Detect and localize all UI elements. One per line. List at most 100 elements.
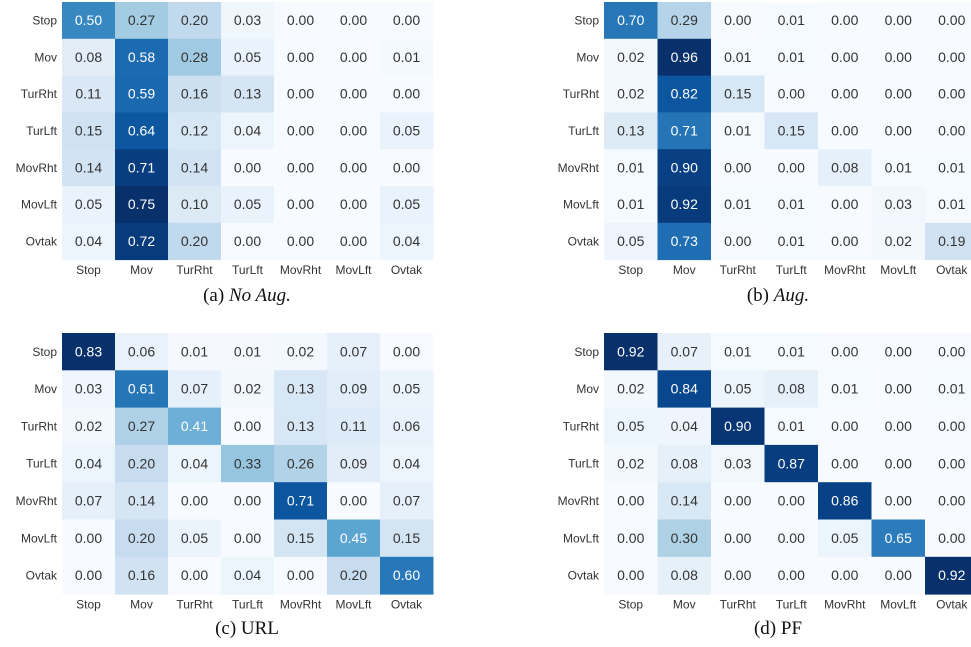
cell-value-label: 0.00	[831, 418, 858, 434]
heatmap-cell	[115, 482, 169, 520]
cell-value-label: 0.00	[287, 86, 314, 102]
heatmap-cell	[925, 75, 971, 113]
cell-value-label: 0.01	[778, 49, 805, 65]
cell-value-label: 0.07	[671, 343, 698, 359]
heatmap-cell	[711, 519, 765, 558]
heatmap-cell	[380, 407, 434, 446]
heatmap-cell	[818, 2, 872, 40]
heatmap-cell	[380, 333, 434, 371]
heatmap-cell	[274, 222, 328, 261]
heatmap-cell	[925, 556, 971, 595]
cell-value-label: 0.05	[181, 530, 208, 546]
y-tick-label: MovRht	[16, 161, 58, 175]
heatmap-cell	[711, 407, 765, 446]
cell-value-label: 0.58	[128, 49, 155, 65]
heatmap-cell	[871, 407, 926, 446]
heatmap-cell	[168, 556, 222, 595]
cell-value-label: 0.00	[340, 233, 367, 249]
heatmap-cell	[818, 407, 872, 446]
y-tick-label: Mov	[34, 50, 57, 64]
y-tick-label: TurRht	[21, 419, 58, 433]
y-tick-label: MovLft	[563, 531, 600, 545]
cell-value-label: 0.00	[340, 493, 367, 509]
x-tick-label: MovRht	[824, 263, 866, 277]
heatmap-cell	[168, 38, 222, 77]
heatmap-cell	[711, 370, 765, 409]
cell-value-label: 0.00	[393, 159, 420, 175]
y-tick-label: TurLft	[26, 124, 58, 138]
cell-value-label: 0.02	[617, 381, 644, 397]
cell-value-label: 0.08	[75, 49, 102, 65]
y-tick-label: TurLft	[26, 457, 58, 471]
cell-value-label: 0.00	[724, 12, 751, 28]
x-tick-label: Ovtak	[936, 263, 968, 277]
heatmap-cell	[871, 519, 926, 558]
heatmap-cell	[380, 186, 434, 224]
y-tick-label: MovRht	[558, 161, 600, 175]
heatmap-cell	[327, 75, 381, 113]
heatmap-cell	[764, 2, 819, 40]
heatmap-cell	[871, 482, 926, 520]
heatmap-cell	[221, 444, 275, 483]
x-tick-label: Stop	[618, 263, 643, 277]
cell-value-label: 0.00	[287, 49, 314, 65]
cell-value-label: 0.05	[617, 233, 644, 249]
cell-value-label: 0.04	[75, 455, 102, 471]
x-tick-label: TurRht	[720, 263, 757, 277]
cell-value-label: 0.86	[831, 493, 858, 509]
heatmap-cell	[168, 407, 222, 446]
heatmap-panel: 0.50 0.27 0.20 0.03 0.00 0.00 0.00 0.08 0.58 0.28…	[16, 2, 434, 306]
heatmap-cell	[818, 222, 872, 261]
heatmap-cell	[871, 556, 926, 595]
cell-value-label: 0.00	[885, 381, 912, 397]
heatmap-cell	[221, 112, 275, 150]
heatmap-cell	[327, 38, 381, 77]
cell-value-label: 0.04	[181, 455, 208, 471]
heatmap-cell	[871, 370, 926, 409]
heatmap-cell	[604, 112, 658, 150]
cell-value-label: 0.00	[724, 493, 751, 509]
heatmap-cell	[604, 186, 658, 224]
cell-value-label: 0.00	[831, 49, 858, 65]
heatmap-cell	[818, 556, 872, 595]
cell-value-label: 0.02	[617, 86, 644, 102]
heatmap-cell	[62, 519, 116, 558]
heatmap-cell	[274, 333, 328, 371]
heatmap-cell	[62, 2, 116, 40]
cell-value-label: 0.11	[75, 86, 101, 102]
heatmap-cell	[221, 2, 275, 40]
cell-value-label: 0.07	[340, 343, 367, 359]
panel-caption: (d) PF	[754, 618, 802, 639]
cell-value-label: 0.05	[724, 381, 751, 397]
cell-value-label: 0.00	[287, 567, 314, 583]
caption-text: No Aug.	[228, 285, 291, 306]
heatmap-cell	[221, 482, 275, 520]
cell-value-label: 0.00	[938, 123, 965, 139]
heatmap-cell	[925, 333, 971, 371]
cell-value-label: 0.00	[234, 530, 261, 546]
heatmap-cell	[925, 444, 971, 483]
cell-value-label: 0.14	[181, 159, 208, 175]
heatmap-cell	[764, 444, 819, 483]
cell-value-label: 0.01	[831, 381, 858, 397]
cell-value-label: 0.00	[938, 86, 965, 102]
cell-value-label: 0.05	[393, 123, 420, 139]
cell-value-label: 0.26	[287, 455, 314, 471]
heatmap-cell	[115, 407, 169, 446]
heatmap-cell	[818, 519, 872, 558]
heatmap-cell	[168, 519, 222, 558]
cell-value-label: 0.61	[128, 381, 155, 397]
heatmap-cell	[62, 482, 116, 520]
heatmap-cell	[380, 370, 434, 409]
cell-value-label: 0.92	[617, 343, 644, 359]
heatmap-cell	[62, 38, 116, 77]
heatmap-panel: 0.70 0.29 0.00 0.01 0.00 0.00 0.00 0.02 0.96 0.01…	[558, 2, 971, 306]
y-tick-label: Mov	[576, 50, 599, 64]
heatmap-cell	[327, 556, 381, 595]
cell-value-label: 0.01	[617, 196, 644, 212]
cell-value-label: 0.00	[181, 567, 208, 583]
cell-value-label: 0.33	[234, 455, 261, 471]
cell-value-label: 0.04	[234, 123, 261, 139]
cell-value-label: 0.00	[393, 86, 420, 102]
